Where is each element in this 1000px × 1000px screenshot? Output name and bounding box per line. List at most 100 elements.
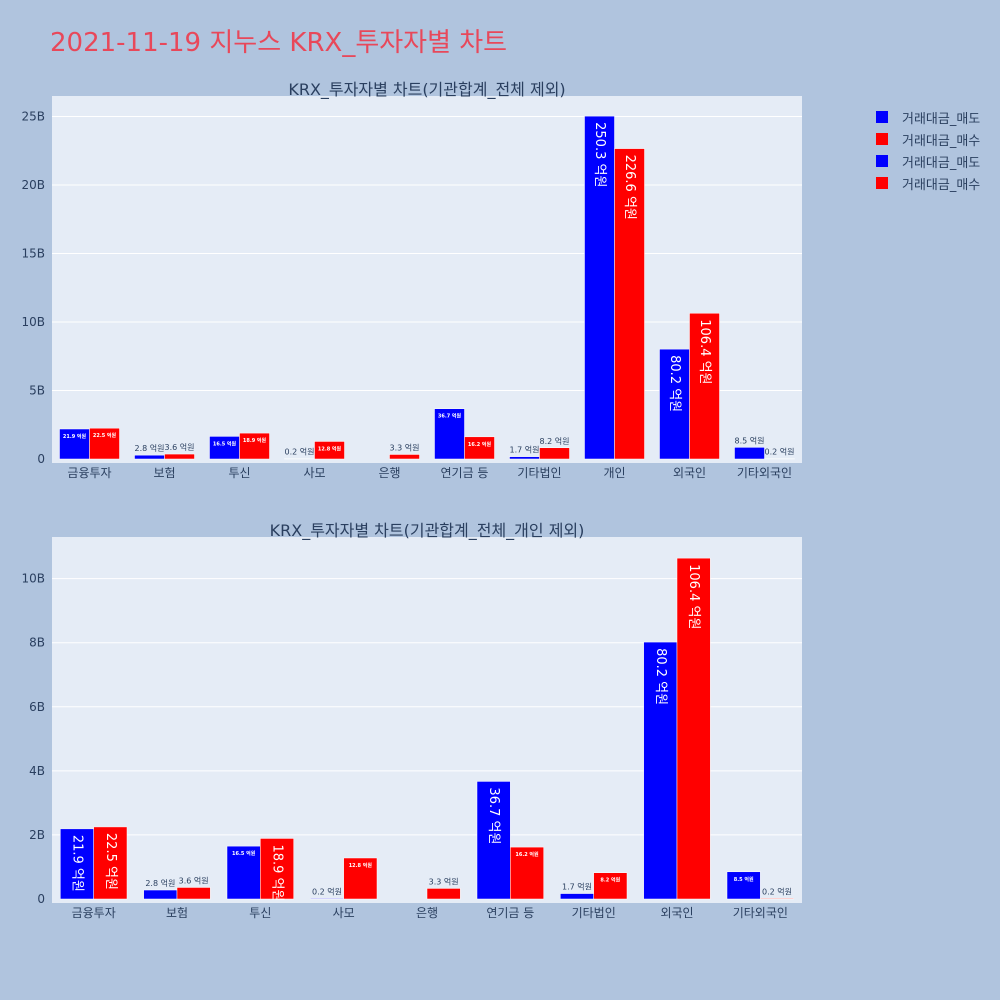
bar-value-label: 106.4 억원 <box>697 319 712 384</box>
x-tick-label: 보험 <box>153 466 175 480</box>
bar <box>643 641 678 900</box>
bar-value-label: 8.5 억원 <box>735 435 765 445</box>
bar-value-label: 16.5 억원 <box>213 440 237 447</box>
bar-value-label: 12.8 억원 <box>349 862 373 869</box>
y-tick-label: 20B <box>21 178 45 192</box>
bar <box>464 436 495 460</box>
bar-value-label: 0.2 억원 <box>285 447 315 457</box>
bar-value-label: 21.9 억원 <box>63 433 87 440</box>
legend-item[interactable]: 거래대금_매도 <box>876 106 980 128</box>
bar <box>476 781 511 900</box>
bar <box>93 826 128 900</box>
bar-value-label: 16.2 억원 <box>515 851 539 858</box>
bar-value-label: 8.2 억원 <box>600 877 620 884</box>
y-tick-label: 10B <box>21 572 45 586</box>
bar <box>314 441 345 460</box>
bar <box>343 857 378 900</box>
legend-label: 거래대금_매도 <box>902 155 981 171</box>
bar <box>389 454 420 460</box>
bar <box>560 893 594 900</box>
bar-value-label: 106.4 억원 <box>686 564 701 629</box>
bar <box>509 456 540 460</box>
bar-value-label: 3.3 억원 <box>429 876 459 886</box>
y-tick-label: 0 <box>37 452 45 466</box>
x-tick-label: 금융투자 <box>67 466 111 480</box>
bar <box>510 846 544 900</box>
bar <box>726 871 761 900</box>
legend-swatch <box>876 155 888 167</box>
bar-value-label: 8.2 억원 <box>540 436 570 446</box>
bar-value-label: 2.8 억원 <box>135 443 165 453</box>
y-tick-label: 15B <box>21 247 45 261</box>
bar-value-label: 80.2 억원 <box>653 648 668 705</box>
x-tick-label: 보험 <box>166 906 188 920</box>
x-tick-label: 은행 <box>378 465 400 480</box>
x-tick-label: 사모 <box>333 906 355 920</box>
bar <box>614 148 645 460</box>
bar <box>59 428 90 460</box>
legend-label: 거래대금_매수 <box>902 177 981 193</box>
x-tick-label: 은행 <box>416 905 438 920</box>
bar-value-label: 8.5 억원 <box>734 876 754 883</box>
x-tick-label: 투신 <box>249 906 271 920</box>
bar <box>426 888 461 900</box>
bar <box>60 828 94 900</box>
legend-swatch <box>876 111 888 123</box>
bar-value-label: 0.2 억원 <box>312 886 342 896</box>
bar-value-label: 36.7 억원 <box>438 413 462 420</box>
bar-value-label: 21.9 억원 <box>70 835 85 892</box>
bar <box>134 454 165 460</box>
bar-value-label: 36.7 억원 <box>486 787 501 844</box>
bar <box>209 436 240 460</box>
y-tick-label: 0 <box>37 892 45 906</box>
bar <box>310 898 344 900</box>
x-tick-label: 외국인 <box>673 466 706 480</box>
x-tick-label: 사모 <box>303 466 325 480</box>
legend-item[interactable]: 거래대금_매수 <box>876 172 980 194</box>
x-tick-label: 기타법인 <box>517 466 561 480</box>
bar <box>226 845 261 900</box>
bar <box>176 887 211 900</box>
x-tick-label: 연기금 등 <box>486 906 534 920</box>
bar <box>593 872 628 900</box>
bar <box>434 408 465 460</box>
chart-panel: 0 5B 10B 15B 20B 25B KRX_투자자별 차트(기관합계_전체 제외) 금융… <box>21 80 802 480</box>
bar-value-label: 0.2 억원 <box>765 447 795 457</box>
bar <box>760 898 794 900</box>
legend-swatch <box>876 133 888 145</box>
bar-value-label: 3.6 억원 <box>179 875 209 885</box>
chart-title: KRX_투자자별 차트(기관합계_전체_개인 제외) <box>270 521 585 541</box>
chart-title: KRX_투자자별 차트(기관합계_전체 제외) <box>288 80 565 100</box>
x-tick-label: 기타법인 <box>572 906 616 920</box>
legend-item[interactable]: 거래대금_매수 <box>876 128 980 150</box>
x-tick-label: 기타외국인 <box>737 466 792 480</box>
legend-swatch <box>876 177 888 189</box>
bar-value-label: 3.3 억원 <box>390 442 420 452</box>
bar <box>689 313 720 460</box>
bar <box>676 557 711 900</box>
bar-value-label: 1.7 억원 <box>510 445 540 455</box>
bar <box>89 427 120 460</box>
bar <box>260 838 294 900</box>
x-tick-label: 외국인 <box>660 906 693 920</box>
bar-value-label: 80.2 억원 <box>667 355 682 412</box>
bar <box>164 453 195 460</box>
legend-label: 거래대금_매도 <box>902 111 981 127</box>
y-tick-label: 25B <box>21 110 45 124</box>
y-tick-label: 8B <box>29 636 45 650</box>
bar-value-label: 16.5 억원 <box>232 850 256 857</box>
legend-item[interactable]: 거래대금_매도 <box>876 150 980 172</box>
x-tick-label: 금융투자 <box>72 906 116 920</box>
bar-value-label: 22.5 억원 <box>93 432 117 439</box>
y-tick-label: 5B <box>29 384 45 398</box>
bar-value-label: 16.2 억원 <box>468 441 492 448</box>
bar <box>734 447 765 460</box>
legend-label: 거래대금_매수 <box>902 133 981 149</box>
y-tick-label: 6B <box>29 700 45 714</box>
x-tick-label: 투신 <box>228 466 250 480</box>
legend[interactable]: 거래대금_매도 거래대금_매수 거래대금_매도 거래대금_매수 <box>876 106 980 194</box>
x-tick-label: 연기금 등 <box>441 466 489 480</box>
bar <box>143 889 178 900</box>
bar-value-label: 250.3 억원 <box>592 122 607 187</box>
